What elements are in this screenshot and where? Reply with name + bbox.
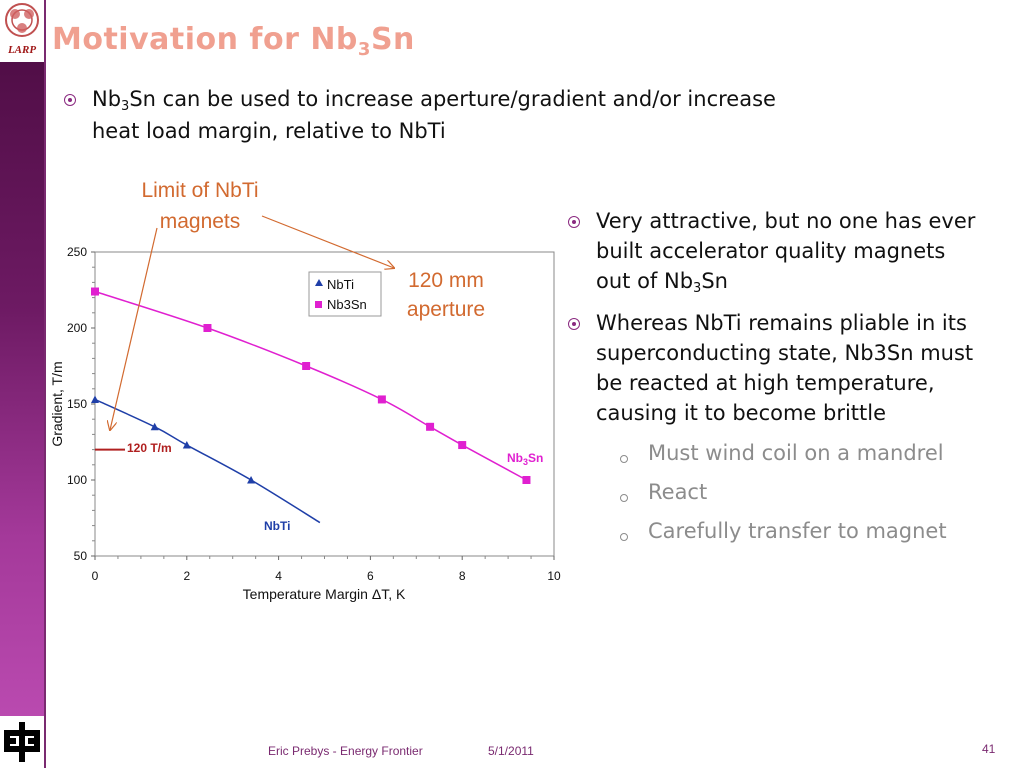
nb3sn-data-point [458,441,467,450]
legend-nb3sn-label: Nb3Sn [327,297,367,312]
sub-bullet-3: Carefully transfer to magnet [648,519,947,543]
legend-triangle-marker [315,279,323,286]
larp-logo-text: LARP [7,44,37,56]
title-main: Motivation for Nb [52,22,358,57]
x-tick-label: 10 [547,569,561,583]
x-tick-label: 4 [275,569,282,583]
aperture-arrow [261,215,394,268]
nb3sn-data-point [91,287,99,296]
x-tick-label: 0 [92,569,99,583]
aperture-annotation-line-1: 120 mm [408,269,484,292]
bullet1-post: Sn can be used to increase aperture/grad… [129,87,776,111]
slide-title: Motivation for Nb3Sn [52,22,415,60]
nb3sn-curve-label: Nb3Sn [507,451,543,467]
y-tick-label: 150 [67,397,87,411]
rb1-sub: 3 [693,281,702,296]
right-bullet-1-line-2: built accelerator quality magnets [596,239,946,263]
right-bullet-2-line-2: superconducting state, Nb3Sn must [596,341,974,365]
nb3sn-data-point [522,476,531,484]
x-tick-label: 6 [367,569,374,583]
x-tick-label: 8 [459,569,466,583]
sub-bullet-1: Must wind coil on a mandrel [648,441,944,465]
title-tail: Sn [370,22,415,57]
y-tick-label: 200 [67,321,87,335]
nbti-limit-annotation-line-1: Limit of NbTi [141,179,258,202]
page-number: 41 [982,742,996,756]
x-tick-label: 2 [183,569,190,583]
sub-bullet-marker [620,455,628,463]
sub-bullet-marker [620,494,628,502]
bullet-line-2: heat load margin, relative to NbTi [92,119,446,143]
y-axis-title: Gradient, T/m [49,361,65,446]
nbti-series-line [94,398,321,524]
footer-author: Eric Prebys - Energy Frontier [268,744,423,758]
sidebar-band [0,0,46,768]
bullet1-sub: 3 [121,99,130,114]
cern-logo [0,0,44,62]
nbti-limit-arrow [110,227,158,430]
nb3sn-data-point [302,362,311,370]
bullet-marker [568,318,580,330]
nbti-limit-annotation-line-2: magnets [160,210,241,233]
right-bullet-1-line-1: Very attractive, but no one has ever [596,209,976,233]
nbti-curve-label: NbTi [264,519,290,533]
legend-square-marker [315,301,322,308]
reference-line-label: 120 T/m [127,441,172,455]
right-bullet-1-line-3: out of Nb3Sn [596,266,728,304]
sub-bullet-marker [620,533,628,541]
right-bullet-2-line-1: Whereas NbTi remains pliable in its [596,311,967,335]
y-tick-label: 250 [67,245,87,259]
nbti-data-point [150,422,159,431]
y-tick-label: 100 [67,473,87,487]
nbti-data-point [182,441,191,449]
title-subscript: 3 [357,39,371,60]
nbti-data-point [247,476,256,484]
aperture-annotation-line-2: aperture [407,298,485,321]
sub-bullet-2: React [648,480,708,504]
nbti-data-point [91,395,99,403]
nb3sn-data-point [426,422,435,431]
legend-nbti-label: NbTi [327,277,354,292]
bullet1-pre: Nb [92,87,122,111]
x-axis-title: Temperature Margin ΔT, K [243,586,406,602]
bullet-marker [568,216,580,228]
legend-box [308,271,382,317]
right-bullet-2-line-4: causing it to become brittle [596,401,887,425]
fermilab-logo [0,716,44,768]
bullet-marker [64,94,76,106]
footer-date: 5/1/2011 [488,744,534,758]
right-bullet-2-line-3: be reacted at high temperature, [596,371,935,395]
rb1-post: Sn [701,269,728,293]
nb3sn-data-point [203,324,212,332]
bullet-line-1: Nb3Sn can be used to increase aperture/g… [92,84,776,122]
nb3sn-data-point [377,395,386,404]
y-tick-label: 50 [74,549,88,563]
rb1-pre: out of Nb [596,269,694,293]
